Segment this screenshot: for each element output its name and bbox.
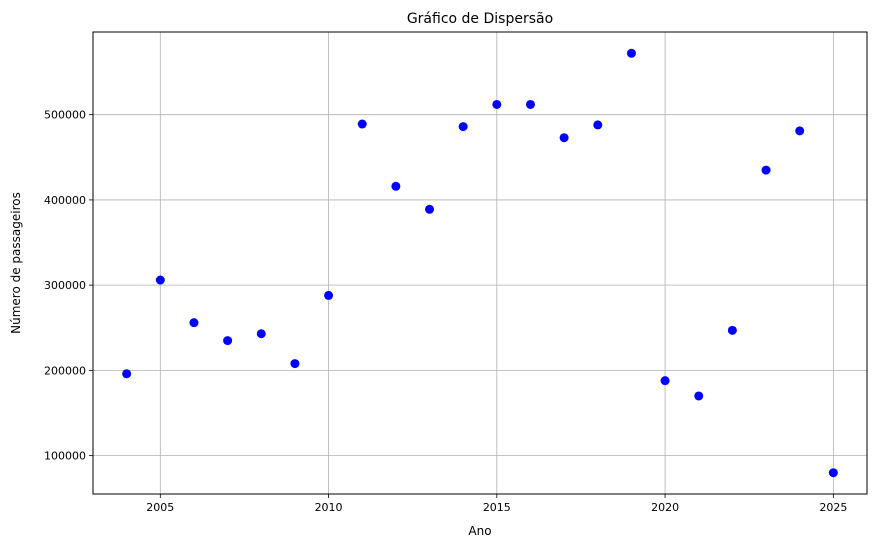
y-tick-label: 400000 (44, 194, 86, 207)
data-point (828, 468, 838, 478)
x-tick-label: 2010 (315, 501, 343, 514)
x-tick-label: 2015 (483, 501, 511, 514)
data-point (223, 336, 233, 346)
data-point (324, 290, 334, 300)
x-axis-ticks: 2005 2010 2015 2020 2025 (146, 494, 847, 514)
data-point (290, 359, 300, 369)
grid-lines (93, 32, 867, 494)
y-tick-label: 100000 (44, 450, 86, 463)
data-point (660, 376, 670, 386)
data-point (492, 99, 502, 109)
x-tick-label: 2020 (651, 501, 679, 514)
data-point (425, 204, 435, 214)
data-point (727, 325, 737, 335)
data-point (525, 99, 535, 109)
data-point (593, 120, 603, 130)
data-point (761, 165, 771, 175)
data-point (559, 133, 569, 143)
data-point (189, 318, 199, 328)
data-point (155, 275, 165, 285)
data-point (795, 126, 805, 136)
data-point (694, 391, 704, 401)
x-axis-label: Ano (468, 524, 491, 538)
data-point (256, 329, 266, 339)
y-axis-ticks: 100000 200000 300000 400000 500000 (44, 109, 93, 463)
y-tick-label: 500000 (44, 109, 86, 122)
data-point (122, 369, 132, 379)
x-tick-label: 2025 (819, 501, 847, 514)
y-tick-label: 300000 (44, 279, 86, 292)
x-tick-label: 2005 (146, 501, 174, 514)
y-axis-label: Número de passageiros (9, 192, 23, 334)
data-point (357, 119, 367, 129)
data-point (458, 122, 468, 132)
chart-title: Gráfico de Dispersão (407, 11, 553, 27)
data-point (626, 48, 636, 58)
plot-area-frame (92, 31, 868, 495)
y-tick-label: 200000 (44, 364, 86, 377)
data-point (391, 181, 401, 191)
data-points (122, 48, 838, 478)
